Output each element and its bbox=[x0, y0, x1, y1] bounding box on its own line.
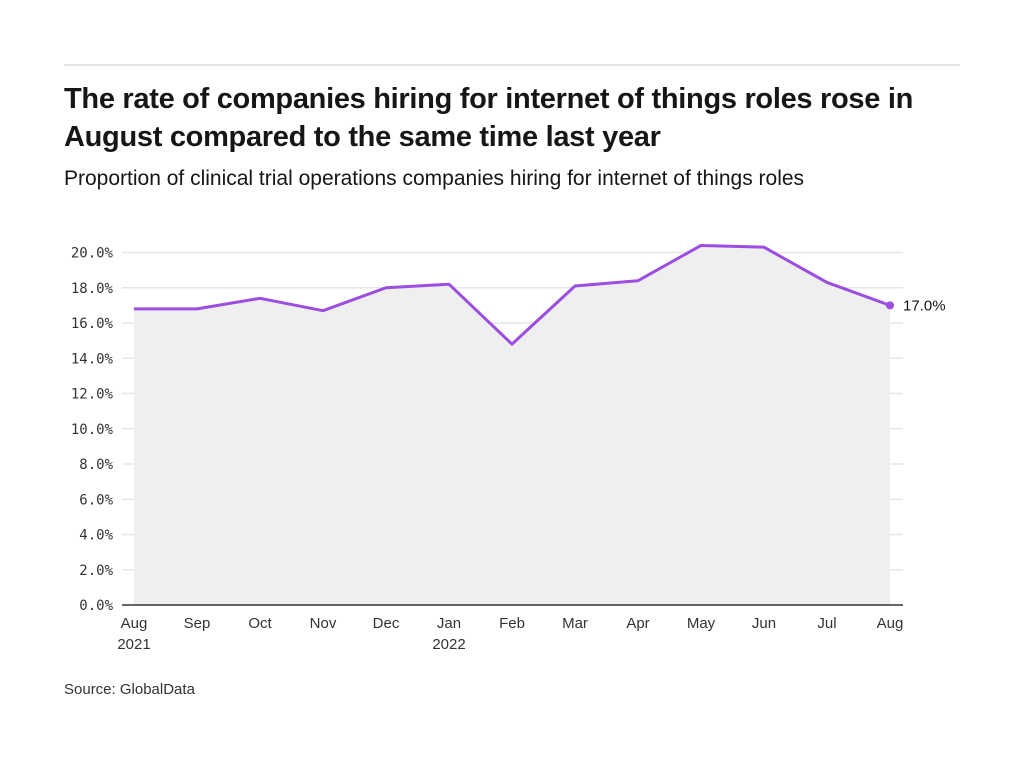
top-divider bbox=[64, 64, 960, 66]
data-point bbox=[322, 309, 325, 312]
data-point bbox=[196, 307, 199, 310]
x-tick-label: Aug bbox=[877, 615, 904, 632]
x-tick-label: Dec bbox=[373, 615, 400, 632]
y-tick-label: 16.0% bbox=[71, 316, 114, 332]
x-tick-label: Feb bbox=[499, 615, 525, 632]
x-tick-label: Aug bbox=[121, 615, 148, 632]
y-tick-label: 20.0% bbox=[71, 246, 114, 262]
y-tick-label: 0.0% bbox=[79, 598, 113, 614]
x-tick-label: 2021 bbox=[117, 636, 150, 653]
y-tick-label: 18.0% bbox=[71, 281, 114, 297]
x-axis-ticks: Aug 2021 Sep Oct Nov Dec Jan 2022 Feb Mar Apr May Ju… bbox=[117, 615, 903, 653]
data-point bbox=[385, 286, 388, 289]
data-point bbox=[259, 297, 262, 300]
end-point-marker bbox=[886, 301, 894, 310]
y-tick-label: 10.0% bbox=[71, 422, 114, 438]
data-point bbox=[700, 244, 703, 247]
source-note: Source: GlobalData bbox=[64, 681, 195, 698]
x-tick-label: Apr bbox=[626, 615, 649, 632]
series-line bbox=[134, 243, 891, 346]
y-tick-label: 2.0% bbox=[79, 563, 113, 579]
x-tick-label: May bbox=[687, 615, 716, 632]
y-tick-label: 12.0% bbox=[71, 387, 114, 403]
chart-title: The rate of companies hiring for interne… bbox=[64, 83, 913, 153]
x-tick-label: Mar bbox=[562, 615, 588, 632]
series-points bbox=[133, 244, 894, 346]
data-point bbox=[133, 307, 136, 310]
y-axis-ticks: 0.0% 2.0% 4.0% 6.0% 8.0% 10.0% 12.0% 14.0% 16.0%… bbox=[71, 246, 114, 615]
data-point bbox=[511, 343, 514, 346]
data-point bbox=[448, 283, 451, 286]
x-tick-label: Sep bbox=[184, 615, 211, 632]
end-value-label: 17.0% bbox=[903, 297, 946, 314]
y-tick-label: 8.0% bbox=[79, 457, 113, 473]
data-point bbox=[574, 284, 577, 287]
y-tick-label: 6.0% bbox=[79, 492, 113, 508]
x-tick-label: Nov bbox=[310, 615, 337, 632]
x-tick-label: 2022 bbox=[432, 636, 465, 653]
y-tick-label: 14.0% bbox=[71, 351, 114, 367]
data-point bbox=[637, 279, 640, 282]
x-tick-label: Jul bbox=[817, 615, 836, 632]
y-tick-label: 4.0% bbox=[79, 528, 113, 544]
x-tick-label: Jan bbox=[437, 615, 461, 632]
x-tick-label: Oct bbox=[248, 615, 272, 632]
data-point bbox=[826, 281, 829, 284]
area-fill bbox=[134, 245, 890, 605]
x-tick-label: Jun bbox=[752, 615, 776, 632]
data-point bbox=[763, 246, 766, 249]
chart-subtitle: Proportion of clinical trial operations … bbox=[64, 167, 805, 190]
